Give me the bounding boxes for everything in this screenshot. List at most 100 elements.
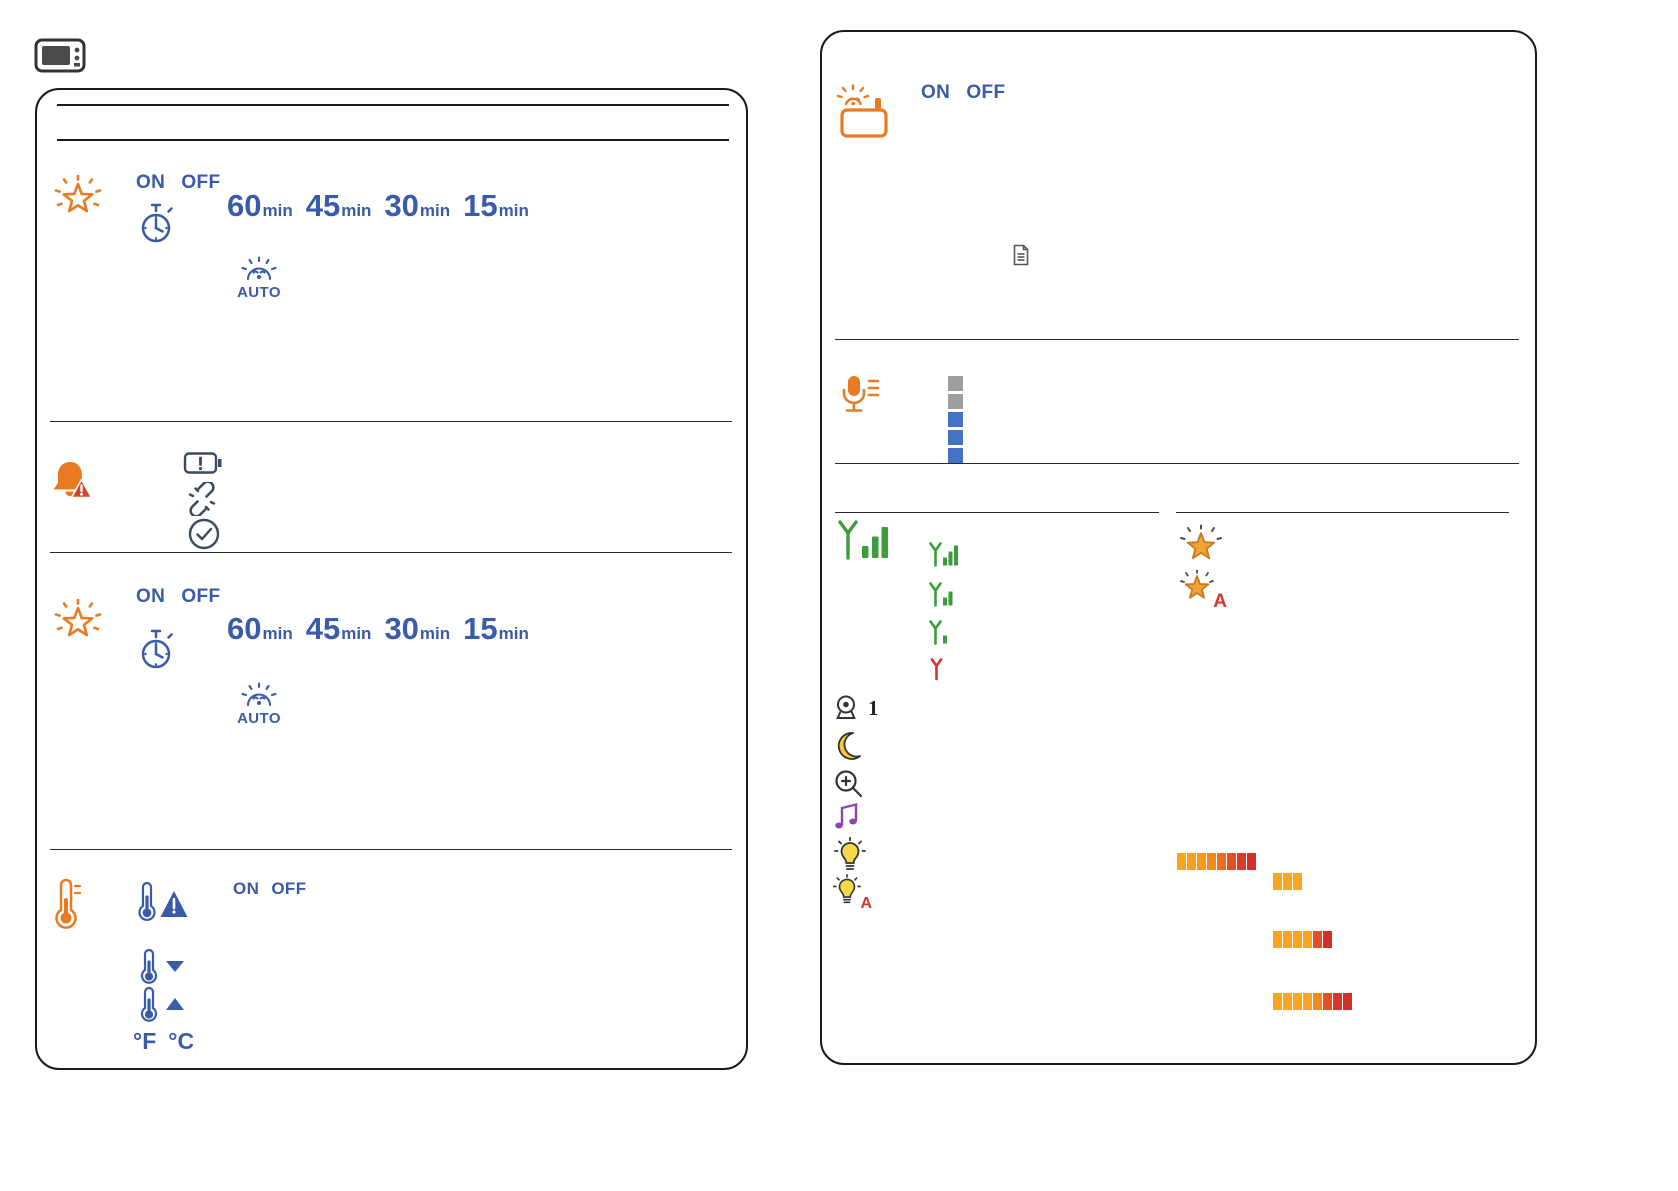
section-divider: [50, 849, 732, 850]
glow-auto-star-icon: A: [1179, 569, 1227, 613]
fahrenheit-label: °F: [133, 1028, 157, 1054]
camera-icon: [833, 694, 863, 722]
level-square: [1323, 931, 1332, 948]
glow-bottom-timer-options: 60 min 45 min 30 min 15 min: [227, 611, 529, 647]
level-square: [1273, 873, 1282, 890]
timer-option: 45 min: [305, 611, 372, 646]
parent-unit-settings-panel: ON OFF 60 min 45 min 30 min 15 min: [35, 88, 748, 1070]
baby-unit-icon: [835, 84, 893, 142]
signal-level-1-icon: [928, 619, 960, 646]
baby-unit-settings-panel: ON OFF: [820, 30, 1537, 1065]
battery-low-icon: [183, 450, 223, 476]
level-square: [1283, 873, 1292, 890]
column-rule-left: [835, 512, 1159, 513]
level-square: [1177, 853, 1186, 870]
timer-icon: [136, 202, 176, 244]
auto-label: AUTO: [237, 284, 281, 301]
level-square: [948, 448, 963, 463]
timer-option: 30 min: [384, 188, 451, 223]
title-rule-top: [57, 104, 729, 106]
glow-on-star-icon: [1179, 524, 1223, 568]
link-lost-icon: [184, 482, 220, 516]
level-square: [1293, 873, 1302, 890]
off-label: OFF: [181, 172, 221, 193]
level-square: [1313, 993, 1322, 1010]
level-square: [1273, 931, 1282, 948]
level-square: [1283, 993, 1292, 1010]
level-square: [948, 394, 963, 409]
celsius-label: °C: [168, 1028, 195, 1054]
timer-option: 60 min: [227, 611, 293, 646]
off-label: OFF: [181, 586, 221, 607]
glow-bottom-on-off: ON OFF: [136, 586, 221, 608]
alerts-bell-icon: [49, 458, 95, 502]
level-square: [1197, 853, 1206, 870]
timer-icon: [136, 628, 176, 670]
glow-star-icon: [53, 598, 103, 648]
camera-select-item: 1: [833, 694, 879, 722]
level-square: [1303, 993, 1312, 1010]
timer-option: 15 min: [463, 188, 529, 223]
temperature-min-icon: [135, 948, 189, 988]
temperature-alert-icon: [133, 880, 191, 926]
section-divider: [50, 552, 732, 553]
lullaby-icon: [832, 801, 862, 833]
temperature-units: °F °C: [133, 1028, 194, 1055]
column-rule-right: [1176, 512, 1509, 513]
glow-top-on-off: ON OFF: [136, 172, 221, 194]
level-square: [1273, 993, 1282, 1010]
mic-sensitivity-level: [948, 376, 963, 463]
glow-star-icon: [53, 174, 103, 224]
temperature-max-icon: [135, 986, 189, 1026]
level-square: [948, 376, 963, 391]
level-square: [1187, 853, 1196, 870]
level-square: [1237, 853, 1246, 870]
glow-bottom-auto-option: AUTO: [231, 682, 287, 727]
on-label: ON: [921, 82, 951, 103]
level-square: [1247, 853, 1256, 870]
level-square: [1293, 931, 1302, 948]
section-divider: [835, 339, 1519, 340]
off-label: OFF: [271, 879, 307, 898]
parent-unit-icon: [34, 38, 86, 74]
level-square: [1333, 993, 1342, 1010]
brightness-icon: [833, 837, 867, 873]
temperature-menu-icon: [49, 876, 81, 934]
glow-top-timer-options: 60 min 45 min 30 min 15 min: [227, 188, 529, 224]
section-divider: [835, 463, 1519, 464]
auto-letter: A: [1213, 591, 1227, 612]
off-label: OFF: [966, 82, 1006, 103]
brightness-scale-bar: [1177, 853, 1256, 870]
microphone-icon: [838, 373, 882, 415]
timer-option: 60 min: [227, 188, 293, 223]
auto-label: AUTO: [237, 710, 281, 727]
level-square: [1313, 931, 1322, 948]
level-square: [1343, 993, 1352, 1010]
signal-level-3-icon: [928, 541, 960, 568]
level-square: [1323, 993, 1332, 1010]
timer-option: 45 min: [305, 188, 372, 223]
note-icon: [1012, 244, 1030, 266]
on-label: ON: [136, 586, 166, 607]
temperature-on-off: ON OFF: [233, 879, 307, 899]
night-mode-icon: [834, 731, 862, 761]
timer-option: 30 min: [384, 611, 451, 646]
auto-glow-icon: [240, 682, 278, 708]
level-square: [1283, 931, 1292, 948]
auto-glow-icon: [240, 256, 278, 282]
auto-letter: A: [860, 895, 872, 912]
on-label: ON: [136, 172, 166, 193]
timer-option: 15 min: [463, 611, 529, 646]
signal-level-0-icon: [929, 657, 953, 681]
level-square: [1303, 931, 1312, 948]
baby-unit-on-off: ON OFF: [921, 82, 1006, 104]
level-square: [1293, 993, 1302, 1010]
title-rule-bottom: [57, 139, 729, 141]
on-label: ON: [233, 879, 260, 898]
glow-top-auto-option: AUTO: [231, 256, 287, 301]
signal-strength-icon: [836, 518, 890, 562]
level-square: [948, 412, 963, 427]
level-square: [1217, 853, 1226, 870]
level-square: [948, 430, 963, 445]
check-ok-icon: [187, 517, 221, 551]
